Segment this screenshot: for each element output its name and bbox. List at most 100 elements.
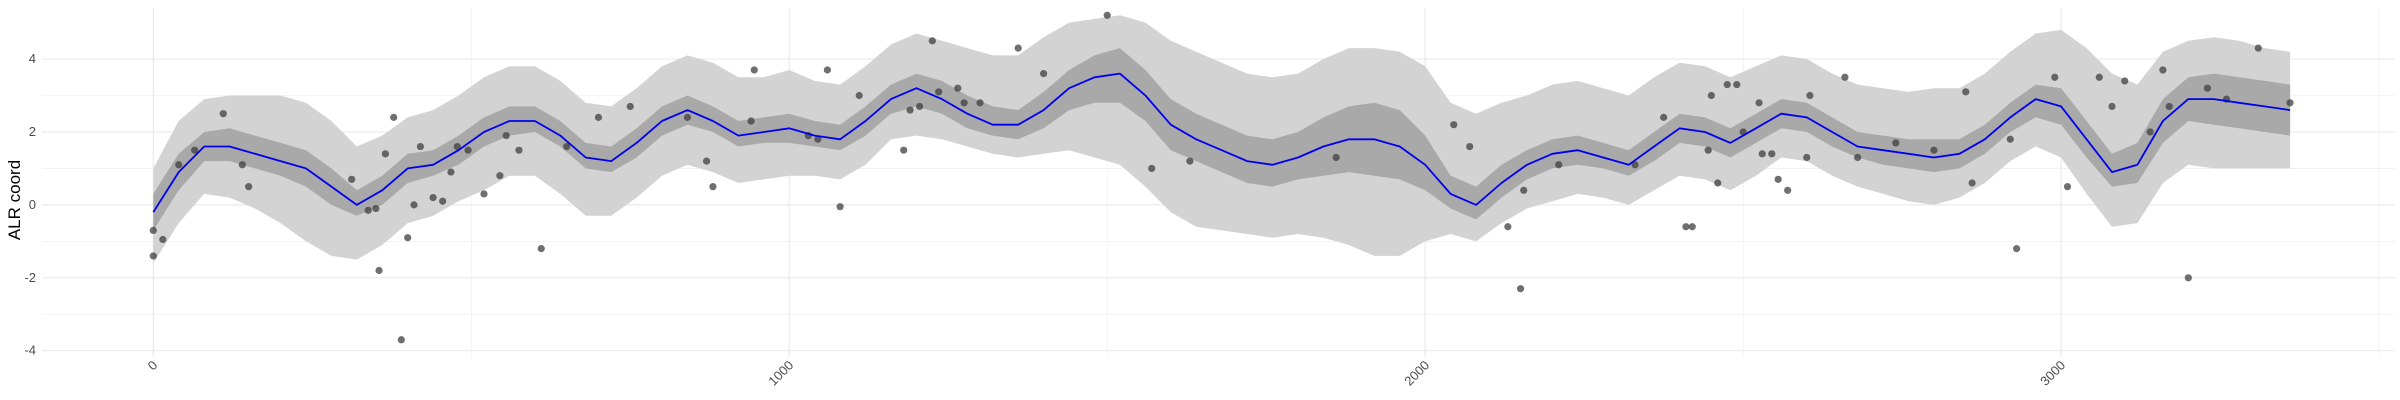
data-point (219, 110, 227, 118)
data-point (390, 113, 398, 121)
data-point (1332, 153, 1340, 162)
data-point (410, 201, 418, 209)
data-point (453, 142, 461, 151)
data-point (1631, 161, 1639, 169)
data-point (1806, 91, 1814, 100)
data-point (1768, 150, 1776, 158)
data-point (439, 197, 447, 205)
data-point (1758, 150, 1766, 158)
data-point (1682, 223, 1690, 231)
data-point (954, 84, 962, 92)
data-point (1520, 186, 1528, 194)
data-point (2286, 99, 2294, 107)
data-point (1707, 91, 1715, 100)
data-point (375, 266, 383, 275)
data-point (1930, 146, 1938, 154)
data-point (900, 146, 908, 154)
data-point (149, 226, 157, 234)
data-point (502, 132, 510, 140)
data-point (2095, 73, 2103, 81)
data-point (2063, 183, 2072, 191)
data-point (496, 172, 504, 180)
data-point (1688, 223, 1696, 231)
data-point (238, 161, 246, 169)
data-point (2184, 274, 2192, 282)
data-point (429, 193, 437, 202)
data-point (1723, 80, 1731, 89)
data-point (447, 168, 455, 176)
data-point (191, 146, 199, 154)
data-point (2159, 66, 2167, 74)
data-point (702, 157, 711, 165)
data-point (537, 245, 545, 253)
data-point (2254, 44, 2262, 52)
data-point (626, 102, 634, 111)
data-point (515, 146, 523, 154)
data-point (594, 113, 603, 121)
data-point (1854, 153, 1862, 162)
data-point (2013, 245, 2021, 253)
data-point (683, 113, 692, 121)
data-point (1466, 142, 1474, 151)
data-point (1755, 99, 1763, 107)
y-axis-ticks: -4 -2 0 2 4 (24, 51, 36, 358)
data-point (836, 203, 844, 211)
data-point (1841, 73, 1849, 81)
data-point (2165, 102, 2173, 111)
data-point (1892, 139, 1900, 147)
data-point (855, 91, 863, 100)
data-point (1803, 153, 1811, 162)
data-point (1704, 146, 1712, 154)
data-point (935, 88, 943, 96)
data-point (1516, 285, 1525, 293)
data-point (404, 234, 412, 242)
data-point (709, 183, 717, 191)
data-point (906, 106, 914, 114)
data-point (1148, 164, 1156, 173)
data-point (397, 336, 405, 344)
y-axis-title: ALR coord (5, 160, 24, 240)
data-point (1555, 161, 1563, 169)
data-point (960, 99, 968, 107)
data-point (464, 146, 472, 154)
data-point (1660, 113, 1668, 121)
inner-confidence-band (153, 48, 2291, 231)
data-point (1784, 186, 1792, 194)
data-point (1450, 121, 1458, 129)
data-point (1774, 175, 1782, 183)
data-point (2146, 128, 2154, 136)
data-point (814, 135, 822, 143)
data-point (1186, 157, 1194, 165)
data-point (372, 204, 380, 213)
data-point (1962, 88, 1970, 96)
data-point (2006, 135, 2014, 143)
data-points (149, 11, 2294, 344)
data-point (1714, 179, 1722, 187)
data-point (976, 99, 984, 107)
data-point (381, 150, 390, 158)
data-point (2203, 84, 2211, 92)
data-point (245, 183, 253, 191)
data-point (750, 66, 758, 74)
data-point (348, 175, 356, 183)
y-tick-label: -4 (24, 343, 36, 358)
data-point (149, 252, 157, 260)
y-tick-label: -2 (24, 270, 36, 285)
data-point (2051, 73, 2059, 81)
data-point (916, 102, 924, 111)
data-point (2121, 77, 2129, 85)
data-point (928, 37, 936, 45)
data-point (2108, 102, 2116, 111)
data-point (1504, 223, 1512, 231)
data-point (1014, 44, 1022, 52)
data-point (480, 190, 488, 198)
data-point (1103, 11, 1111, 19)
data-point (747, 117, 755, 125)
data-point (175, 161, 183, 169)
data-point (823, 66, 831, 74)
data-point (1968, 179, 1976, 187)
y-tick-label: 0 (29, 197, 36, 212)
data-point (563, 142, 571, 151)
y-tick-label: 2 (29, 124, 36, 139)
